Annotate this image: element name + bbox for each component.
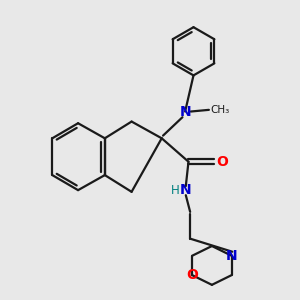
Text: N: N (180, 183, 192, 197)
Text: N: N (226, 249, 237, 263)
Text: O: O (186, 268, 198, 282)
Text: O: O (217, 155, 229, 169)
Text: N: N (179, 104, 191, 118)
Text: H: H (171, 184, 179, 197)
Text: CH₃: CH₃ (211, 105, 230, 115)
